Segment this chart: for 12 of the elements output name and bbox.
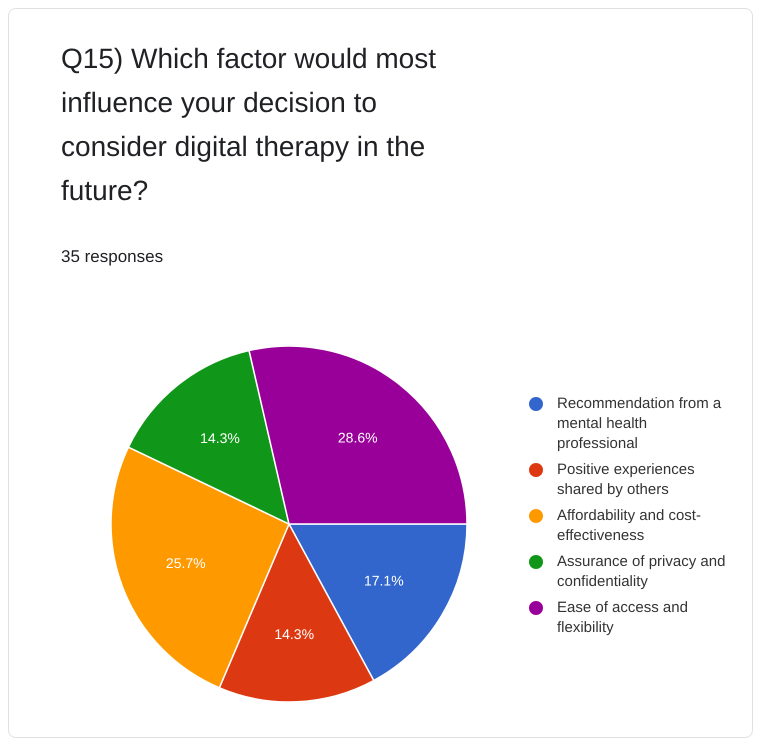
data-label: 28.6% (338, 430, 378, 446)
legend-label: Ease of access and flexibility (557, 598, 689, 638)
legend-label: Assurance of privacy and confidentiality (557, 552, 726, 592)
data-label: 14.3% (200, 430, 240, 446)
chart-title: Q15) Which factor would most influence your decision to consider digital therapy in the future? (61, 42, 438, 208)
legend-label: Affordability and cost-effectiveness (557, 506, 702, 546)
data-label: 17.1% (364, 572, 404, 588)
data-label: 14.3% (274, 626, 314, 642)
legend-label: Positive experiences shared by others (557, 460, 696, 500)
chart-subtitle: 35 responses (61, 247, 164, 267)
data-label: 25.7% (166, 555, 206, 572)
legend-label: Recommendation from a mental health professional (557, 394, 722, 454)
